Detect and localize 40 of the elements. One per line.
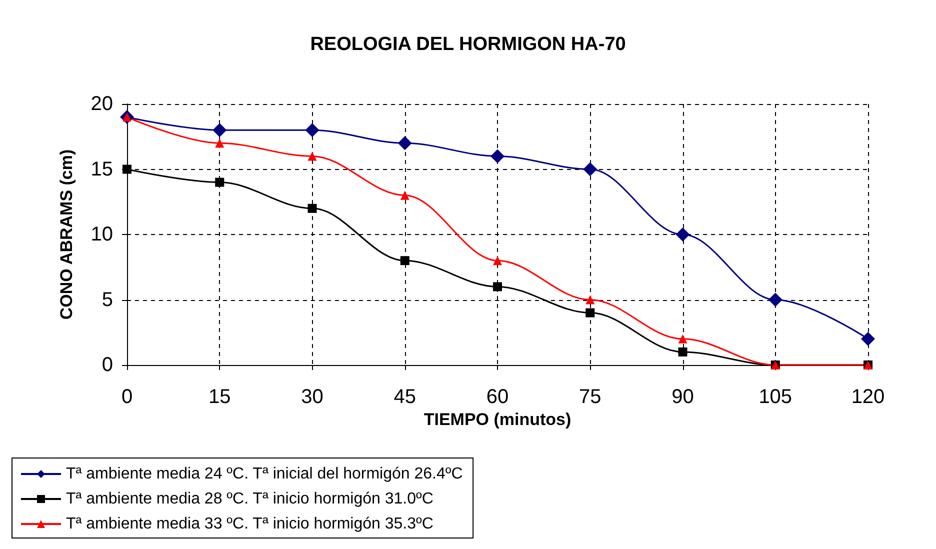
point — [215, 138, 224, 148]
y-axis-title: CONO ABRAMS (cm) — [57, 149, 76, 320]
legend-label: Tª ambiente media 33 ºC. Tª inicio hormigón 35.3ºC — [66, 516, 434, 532]
point — [308, 152, 317, 161]
x-tick-label: 105 — [758, 386, 792, 408]
y-tick-label: 10 — [90, 224, 113, 246]
x-tick-label: 15 — [208, 386, 231, 408]
x-tick-label: 75 — [579, 386, 602, 408]
chart-title: REOLOGIA DEL HORMIGON HA-70 — [310, 34, 626, 55]
point — [678, 334, 688, 344]
legend-label: Tª ambiente media 28 ºC. Tª inicio hormigón 31.0ºC — [66, 490, 434, 508]
point — [493, 256, 502, 266]
point — [490, 149, 504, 164]
point — [305, 123, 320, 138]
x-tick-label: 60 — [486, 386, 509, 408]
x-tick-label: 30 — [301, 386, 324, 408]
point — [678, 347, 688, 356]
point — [586, 308, 595, 318]
y-tick-label: 5 — [102, 288, 113, 311]
x-axis-title: TIEMPO (minutos) — [424, 410, 572, 429]
point — [586, 295, 595, 304]
point — [583, 162, 598, 176]
point — [215, 178, 224, 187]
y-tick-label: 20 — [90, 93, 113, 115]
y-tick-label: 0 — [102, 354, 113, 376]
point — [493, 282, 502, 292]
point — [676, 228, 690, 242]
point — [861, 332, 875, 346]
point — [400, 190, 410, 200]
point — [400, 256, 410, 266]
point — [308, 204, 317, 213]
point — [212, 123, 227, 138]
point — [768, 292, 782, 307]
x-tick-label: 120 — [851, 386, 885, 408]
x-tick-label: 90 — [672, 386, 694, 408]
point — [398, 136, 412, 150]
x-tick-label: 45 — [394, 386, 416, 408]
legend-label: Tª ambiente media 24 ºC. Tª inicial del hormigón 26.4ºC — [66, 466, 463, 482]
y-tick-label: 15 — [90, 158, 113, 180]
x-tick-label: 0 — [121, 386, 133, 408]
